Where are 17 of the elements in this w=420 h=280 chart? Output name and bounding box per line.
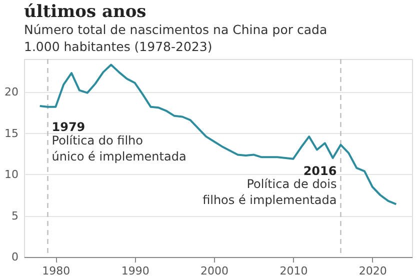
chart-subtitle: Número total de nascimentos na China por cada 1.000 habitantes (1978-2023) <box>24 22 328 54</box>
ref-line-label: 1979 <box>52 120 86 134</box>
y-tick-label: 20 <box>4 86 18 98</box>
annotation: Política do filho único é implementada <box>52 133 186 164</box>
y-tick-label: 0 <box>12 250 18 264</box>
y-tick-label: 5 <box>12 209 18 222</box>
chart-title: últimos anos <box>24 2 146 22</box>
x-tick-label: 1980 <box>42 264 70 278</box>
x-tick-label: 2020 <box>358 264 387 278</box>
y-tick-label: 15 <box>4 126 18 140</box>
x-tick-label: 2010 <box>280 264 308 278</box>
ref-line-label: 2016 <box>303 164 337 178</box>
x-tick-label: 2000 <box>200 264 229 278</box>
line-series <box>38 64 398 206</box>
y-tick-label: 10 <box>4 168 18 181</box>
annotation: Política de dois filhos é implementada <box>202 177 337 207</box>
x-tick-label: 1990 <box>121 264 150 278</box>
